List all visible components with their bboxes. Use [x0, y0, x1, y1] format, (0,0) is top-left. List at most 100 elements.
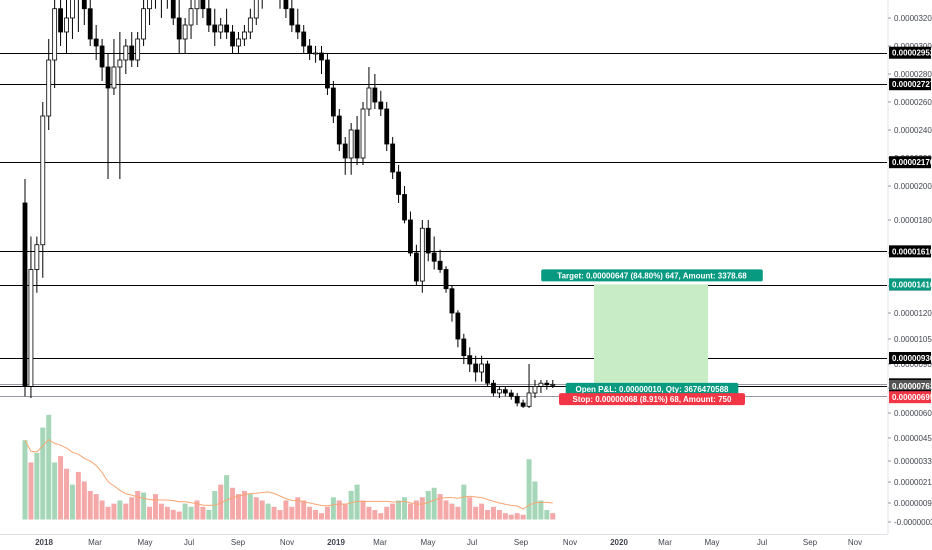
- candle-body[interactable]: [526, 392, 532, 407]
- candle-body[interactable]: [64, 17, 69, 33]
- candle-body[interactable]: [336, 115, 342, 145]
- candle-body[interactable]: [129, 45, 135, 61]
- candle-body[interactable]: [550, 383, 556, 386]
- candle-body[interactable]: [28, 269, 34, 387]
- candle-body[interactable]: [396, 171, 401, 195]
- candle-body[interactable]: [182, 24, 188, 40]
- candle-body[interactable]: [319, 52, 324, 61]
- candle-body[interactable]: [70, 0, 75, 19]
- candle-body[interactable]: [461, 338, 467, 357]
- candle-body[interactable]: [378, 101, 384, 110]
- candle-body[interactable]: [330, 87, 336, 117]
- candle-body[interactable]: [170, 0, 176, 19]
- candle-body[interactable]: [212, 24, 218, 33]
- candle-body[interactable]: [508, 392, 514, 397]
- candle-body[interactable]: [147, 0, 152, 10]
- candle-body[interactable]: [473, 363, 479, 373]
- candle-body[interactable]: [443, 269, 449, 290]
- candle-body[interactable]: [22, 202, 28, 387]
- candle-body[interactable]: [520, 402, 526, 407]
- candle-body[interactable]: [206, 8, 212, 26]
- time-axis[interactable]: 2018 Mar May Jul Sep Nov 2019 Mar May Jul Sep Nov 20…: [0, 534, 888, 548]
- level-lines[interactable]: [0, 53, 887, 397]
- candle-body[interactable]: [354, 129, 360, 159]
- candle-body[interactable]: [141, 8, 147, 40]
- candle-body[interactable]: [419, 227, 425, 282]
- candle-body[interactable]: [40, 115, 46, 246]
- volume-bar: [526, 459, 532, 520]
- candle-body[interactable]: [366, 87, 372, 110]
- candle-body[interactable]: [93, 38, 99, 47]
- candle-body[interactable]: [372, 87, 378, 103]
- candle-body[interactable]: [99, 45, 105, 68]
- candle-body[interactable]: [224, 24, 230, 33]
- candle-body[interactable]: [402, 194, 407, 221]
- candle-body[interactable]: [194, 0, 200, 10]
- time-tick-label: Nov: [280, 538, 294, 547]
- candle-body[interactable]: [307, 45, 313, 54]
- volume-bar: [419, 497, 425, 520]
- candle-body[interactable]: [111, 66, 117, 89]
- candle-body[interactable]: [34, 244, 40, 270]
- candle-body[interactable]: [87, 8, 93, 40]
- volume-bar: [425, 490, 431, 520]
- candle-body[interactable]: [384, 108, 390, 145]
- volume-bar: [241, 490, 247, 520]
- candle-body[interactable]: [532, 385, 538, 394]
- position-labels: Target: 0.00000647 (84.80%) 647, Amount:…: [541, 269, 763, 406]
- candle-body[interactable]: [467, 355, 473, 365]
- candle-body[interactable]: [295, 24, 301, 33]
- candle-body[interactable]: [502, 389, 508, 394]
- volume-bar: [200, 506, 206, 520]
- candle-body[interactable]: [431, 252, 437, 262]
- svg-text:0.00002952: 0.00002952: [892, 49, 932, 58]
- candle-body[interactable]: [485, 363, 490, 384]
- candle-body[interactable]: [449, 288, 455, 314]
- candle-body[interactable]: [437, 260, 443, 270]
- candle-body[interactable]: [390, 143, 396, 173]
- candle-body[interactable]: [242, 31, 247, 40]
- candle-body[interactable]: [58, 8, 63, 33]
- candle-body[interactable]: [301, 31, 307, 47]
- candle-body[interactable]: [538, 382, 544, 387]
- candle-body[interactable]: [496, 389, 502, 394]
- long-position-tool[interactable]: [594, 284, 708, 398]
- candle-body[interactable]: [455, 312, 461, 340]
- candle-body[interactable]: [200, 0, 206, 10]
- svg-text:Stop: 0.00000068 (8.91%) 68, A: Stop: 0.00000068 (8.91%) 68, Amount: 750: [573, 395, 732, 404]
- candle-body[interactable]: [247, 17, 253, 33]
- candle-body[interactable]: [176, 17, 182, 40]
- candle-body[interactable]: [342, 143, 348, 159]
- candle-body[interactable]: [313, 52, 318, 55]
- candles[interactable]: [22, 0, 556, 408]
- candle-body[interactable]: [46, 59, 52, 117]
- candle-body[interactable]: [408, 219, 413, 254]
- candle-body[interactable]: [135, 38, 141, 61]
- candle-body[interactable]: [425, 227, 431, 254]
- candle-body[interactable]: [123, 45, 129, 61]
- candle-body[interactable]: [117, 59, 123, 68]
- time-tick-label: Sep: [803, 538, 818, 547]
- candle-body[interactable]: [289, 8, 295, 26]
- candle-body[interactable]: [52, 8, 58, 61]
- candle-body[interactable]: [544, 382, 550, 386]
- candle-body[interactable]: [491, 382, 496, 394]
- candle-body[interactable]: [236, 38, 241, 47]
- candle-body[interactable]: [253, 0, 259, 19]
- target-zone[interactable]: [594, 284, 708, 386]
- candle-body[interactable]: [81, 0, 87, 10]
- candle-body[interactable]: [188, 8, 194, 26]
- volume-bar: [123, 503, 129, 520]
- candle-body[interactable]: [348, 129, 354, 159]
- candle-body[interactable]: [105, 66, 111, 89]
- candle-body[interactable]: [325, 59, 330, 89]
- candle-body[interactable]: [218, 24, 224, 33]
- candle-body[interactable]: [479, 363, 485, 373]
- candle-body[interactable]: [230, 31, 235, 47]
- candle-body[interactable]: [514, 395, 520, 404]
- candle-body[interactable]: [360, 108, 366, 159]
- candle-body[interactable]: [413, 252, 419, 282]
- candle-body[interactable]: [283, 0, 289, 10]
